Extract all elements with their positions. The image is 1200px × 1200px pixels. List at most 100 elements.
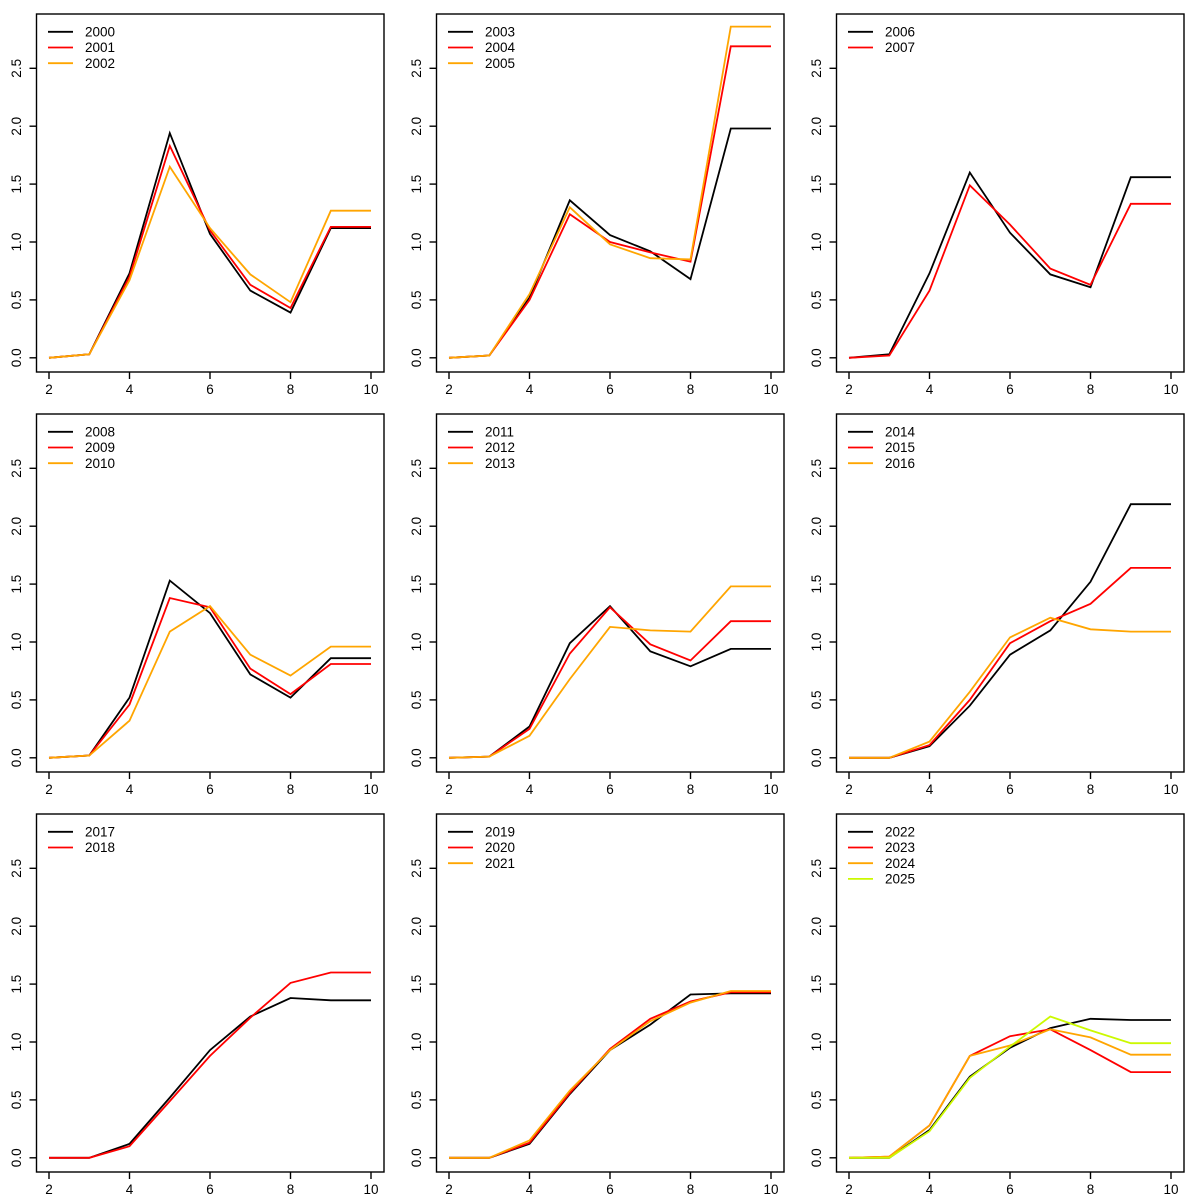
series-line-2001 bbox=[48, 143, 371, 359]
y-tick-label: 2.5 bbox=[9, 459, 24, 478]
x-axis: 2 4 6 8 10 bbox=[845, 1172, 1179, 1197]
x-tick-label: 6 bbox=[1006, 782, 1014, 797]
y-tick-label: 0.0 bbox=[809, 348, 824, 367]
series-line-2005 bbox=[448, 25, 771, 359]
x-axis: 2 4 6 8 10 bbox=[445, 1172, 779, 1197]
y-tick-label: 2.0 bbox=[809, 117, 824, 136]
series-line-2025 bbox=[849, 1015, 1171, 1159]
y-axis: 0.0 0.5 1.0 1.5 2.0 2.5 bbox=[9, 459, 37, 767]
x-tick-label: 4 bbox=[926, 782, 934, 797]
x-tick-label: 2 bbox=[845, 782, 853, 797]
x-tick-label: 10 bbox=[1163, 382, 1178, 397]
legend-label-2023: 2023 bbox=[885, 840, 915, 855]
x-tick-label: 2 bbox=[845, 1182, 853, 1197]
x-tick-label: 8 bbox=[1087, 1182, 1095, 1197]
x-tick-label: 10 bbox=[363, 1182, 378, 1197]
y-tick-label: 0.5 bbox=[409, 691, 424, 710]
x-axis: 2 4 6 8 10 bbox=[845, 372, 1179, 397]
x-tick-label: 8 bbox=[1087, 782, 1095, 797]
x-axis: 2 4 6 8 10 bbox=[445, 772, 779, 797]
y-tick-label: 0.5 bbox=[409, 291, 424, 310]
legend-label-2004: 2004 bbox=[485, 40, 516, 55]
legend-label-2011: 2011 bbox=[485, 425, 514, 440]
y-tick-label: 0.0 bbox=[9, 348, 24, 367]
x-tick-label: 2 bbox=[845, 382, 853, 397]
y-tick-label: 2.5 bbox=[409, 459, 424, 478]
y-tick-label: 1.0 bbox=[409, 233, 424, 252]
x-tick-label: 10 bbox=[763, 1182, 778, 1197]
series-lines bbox=[49, 971, 371, 1159]
series-lines bbox=[849, 503, 1171, 759]
y-tick-label: 0.5 bbox=[809, 1091, 824, 1110]
y-tick-label: 2.5 bbox=[9, 859, 24, 878]
x-tick-label: 10 bbox=[363, 382, 378, 397]
x-tick-label: 8 bbox=[687, 382, 695, 397]
series-lines bbox=[848, 170, 1171, 359]
y-tick-label: 1.0 bbox=[409, 1033, 424, 1052]
y-tick-label: 2.0 bbox=[409, 117, 424, 136]
y-tick-label: 0.0 bbox=[809, 748, 824, 767]
x-tick-label: 6 bbox=[1006, 1182, 1014, 1197]
y-tick-label: 1.5 bbox=[409, 175, 424, 194]
x-tick-label: 6 bbox=[606, 382, 614, 397]
y-tick-label: 1.5 bbox=[9, 575, 24, 594]
legend-label-2016: 2016 bbox=[885, 456, 915, 471]
legend-label-2007: 2007 bbox=[885, 40, 915, 55]
panel-2006-2007: 2 4 6 8 10 0.0 0.5 1.0 1.5 2.0 2.5 2006 2007 bbox=[800, 0, 1200, 400]
y-tick-label: 0.0 bbox=[409, 1148, 424, 1167]
legend-label-2024: 2024 bbox=[885, 856, 916, 871]
y-tick-label: 1.5 bbox=[809, 975, 824, 994]
x-tick-label: 2 bbox=[45, 1182, 53, 1197]
series-line-2017 bbox=[49, 997, 371, 1159]
series-line-2008 bbox=[48, 579, 371, 759]
series-line-2022 bbox=[849, 1017, 1171, 1159]
legend-label-2010: 2010 bbox=[85, 456, 115, 471]
x-tick-label: 6 bbox=[606, 1182, 614, 1197]
y-tick-label: 2.5 bbox=[409, 859, 424, 878]
legend-label-2005: 2005 bbox=[485, 56, 515, 71]
y-axis: 0.0 0.5 1.0 1.5 2.0 2.5 bbox=[409, 59, 437, 367]
legend-label-2022: 2022 bbox=[885, 825, 915, 840]
series-line-2012 bbox=[448, 606, 771, 759]
x-tick-label: 4 bbox=[926, 1182, 934, 1197]
y-tick-label: 0.0 bbox=[409, 348, 424, 367]
series-line-2010 bbox=[48, 604, 371, 759]
series-line-2004 bbox=[448, 45, 771, 359]
x-tick-label: 4 bbox=[526, 382, 534, 397]
plot-box bbox=[35, 813, 385, 1173]
legend-label-2020: 2020 bbox=[485, 840, 515, 855]
y-tick-label: 1.5 bbox=[9, 175, 24, 194]
plot-box bbox=[835, 13, 1185, 373]
y-tick-label: 2.0 bbox=[409, 517, 424, 536]
y-axis: 0.0 0.5 1.0 1.5 2.0 2.5 bbox=[809, 859, 837, 1167]
y-tick-label: 0.5 bbox=[409, 1091, 424, 1110]
x-tick-label: 2 bbox=[45, 382, 53, 397]
x-tick-label: 6 bbox=[206, 1182, 214, 1197]
y-tick-label: 0.0 bbox=[409, 748, 424, 767]
legend-label-2025: 2025 bbox=[885, 872, 915, 887]
y-tick-label: 1.0 bbox=[809, 633, 824, 652]
x-tick-label: 6 bbox=[606, 782, 614, 797]
y-axis: 0.0 0.5 1.0 1.5 2.0 2.5 bbox=[409, 459, 437, 767]
x-tick-label: 2 bbox=[445, 382, 453, 397]
panel-2008-2010: 2 4 6 8 10 0.0 0.5 1.0 1.5 2.0 2.5 2008 2009 2010 bbox=[0, 400, 400, 800]
y-axis: 0.0 0.5 1.0 1.5 2.0 2.5 bbox=[809, 59, 837, 367]
series-line-2000 bbox=[48, 130, 371, 359]
series-line-2002 bbox=[48, 164, 371, 359]
x-tick-label: 4 bbox=[926, 382, 934, 397]
x-tick-label: 2 bbox=[445, 782, 453, 797]
x-tick-label: 4 bbox=[526, 782, 534, 797]
y-tick-label: 1.5 bbox=[9, 975, 24, 994]
series-line-2018 bbox=[49, 971, 371, 1159]
series-lines bbox=[848, 1015, 1171, 1159]
y-tick-label: 2.0 bbox=[9, 517, 24, 536]
